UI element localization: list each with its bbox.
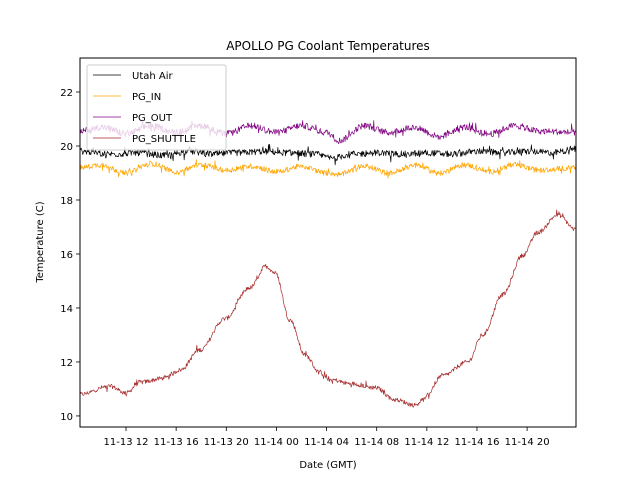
plot-frame [79, 57, 577, 428]
y-tick-label: 12 [60, 358, 73, 369]
x-tick-label: 11-13 12 [104, 437, 149, 448]
series-line-pg-in [79, 159, 577, 179]
legend-label-pg-shuttle: PG_SHUTTLE [132, 134, 196, 145]
legend: Utah Air PG_IN PG_OUT PG_SHUTTLE [86, 64, 227, 151]
x-axis-label: Date (GMT) [299, 460, 356, 471]
legend-label-pg-in: PG_IN [132, 92, 161, 103]
x-tick-label: 11-14 20 [505, 437, 550, 448]
series-line-pg-shuttle [79, 209, 577, 408]
legend-entry-pg-out: PG_OUT [93, 113, 173, 124]
legend-entry-pg-shuttle: PG_SHUTTLE [93, 134, 196, 145]
legend-label-pg-out: PG_OUT [132, 113, 173, 124]
y-axis-label: Temperature (C) [35, 201, 46, 283]
x-tick-label: 11-14 08 [354, 437, 399, 448]
x-tick-label: 11-14 04 [304, 437, 349, 448]
x-tick-label: 11-14 16 [454, 437, 499, 448]
y-tick-label: 18 [60, 196, 73, 207]
legend-entry-pg-in: PG_IN [93, 92, 161, 103]
y-tick-label: 22 [60, 88, 73, 99]
series-line-utah-air [79, 143, 577, 166]
x-tick-label: 11-14 12 [404, 437, 449, 448]
y-tick-label: 16 [60, 250, 73, 261]
x-tick-label: 11-13 16 [154, 437, 199, 448]
x-tick-label: 11-13 20 [204, 437, 249, 448]
chart-title: APOLLO PG Coolant Temperatures [226, 39, 430, 53]
x-axis: 11-13 12 11-13 16 11-13 20 11-14 00 11-14 04… [104, 427, 550, 448]
x-tick-label: 11-14 00 [254, 437, 299, 448]
legend-box [86, 64, 227, 151]
y-axis: 10 12 14 16 18 20 22 [60, 88, 80, 423]
y-tick-label: 10 [60, 412, 73, 423]
y-tick-label: 14 [60, 304, 73, 315]
y-tick-label: 20 [60, 142, 73, 153]
legend-label-utah-air: Utah Air [132, 71, 174, 82]
legend-entry-utah-air: Utah Air [93, 71, 174, 82]
